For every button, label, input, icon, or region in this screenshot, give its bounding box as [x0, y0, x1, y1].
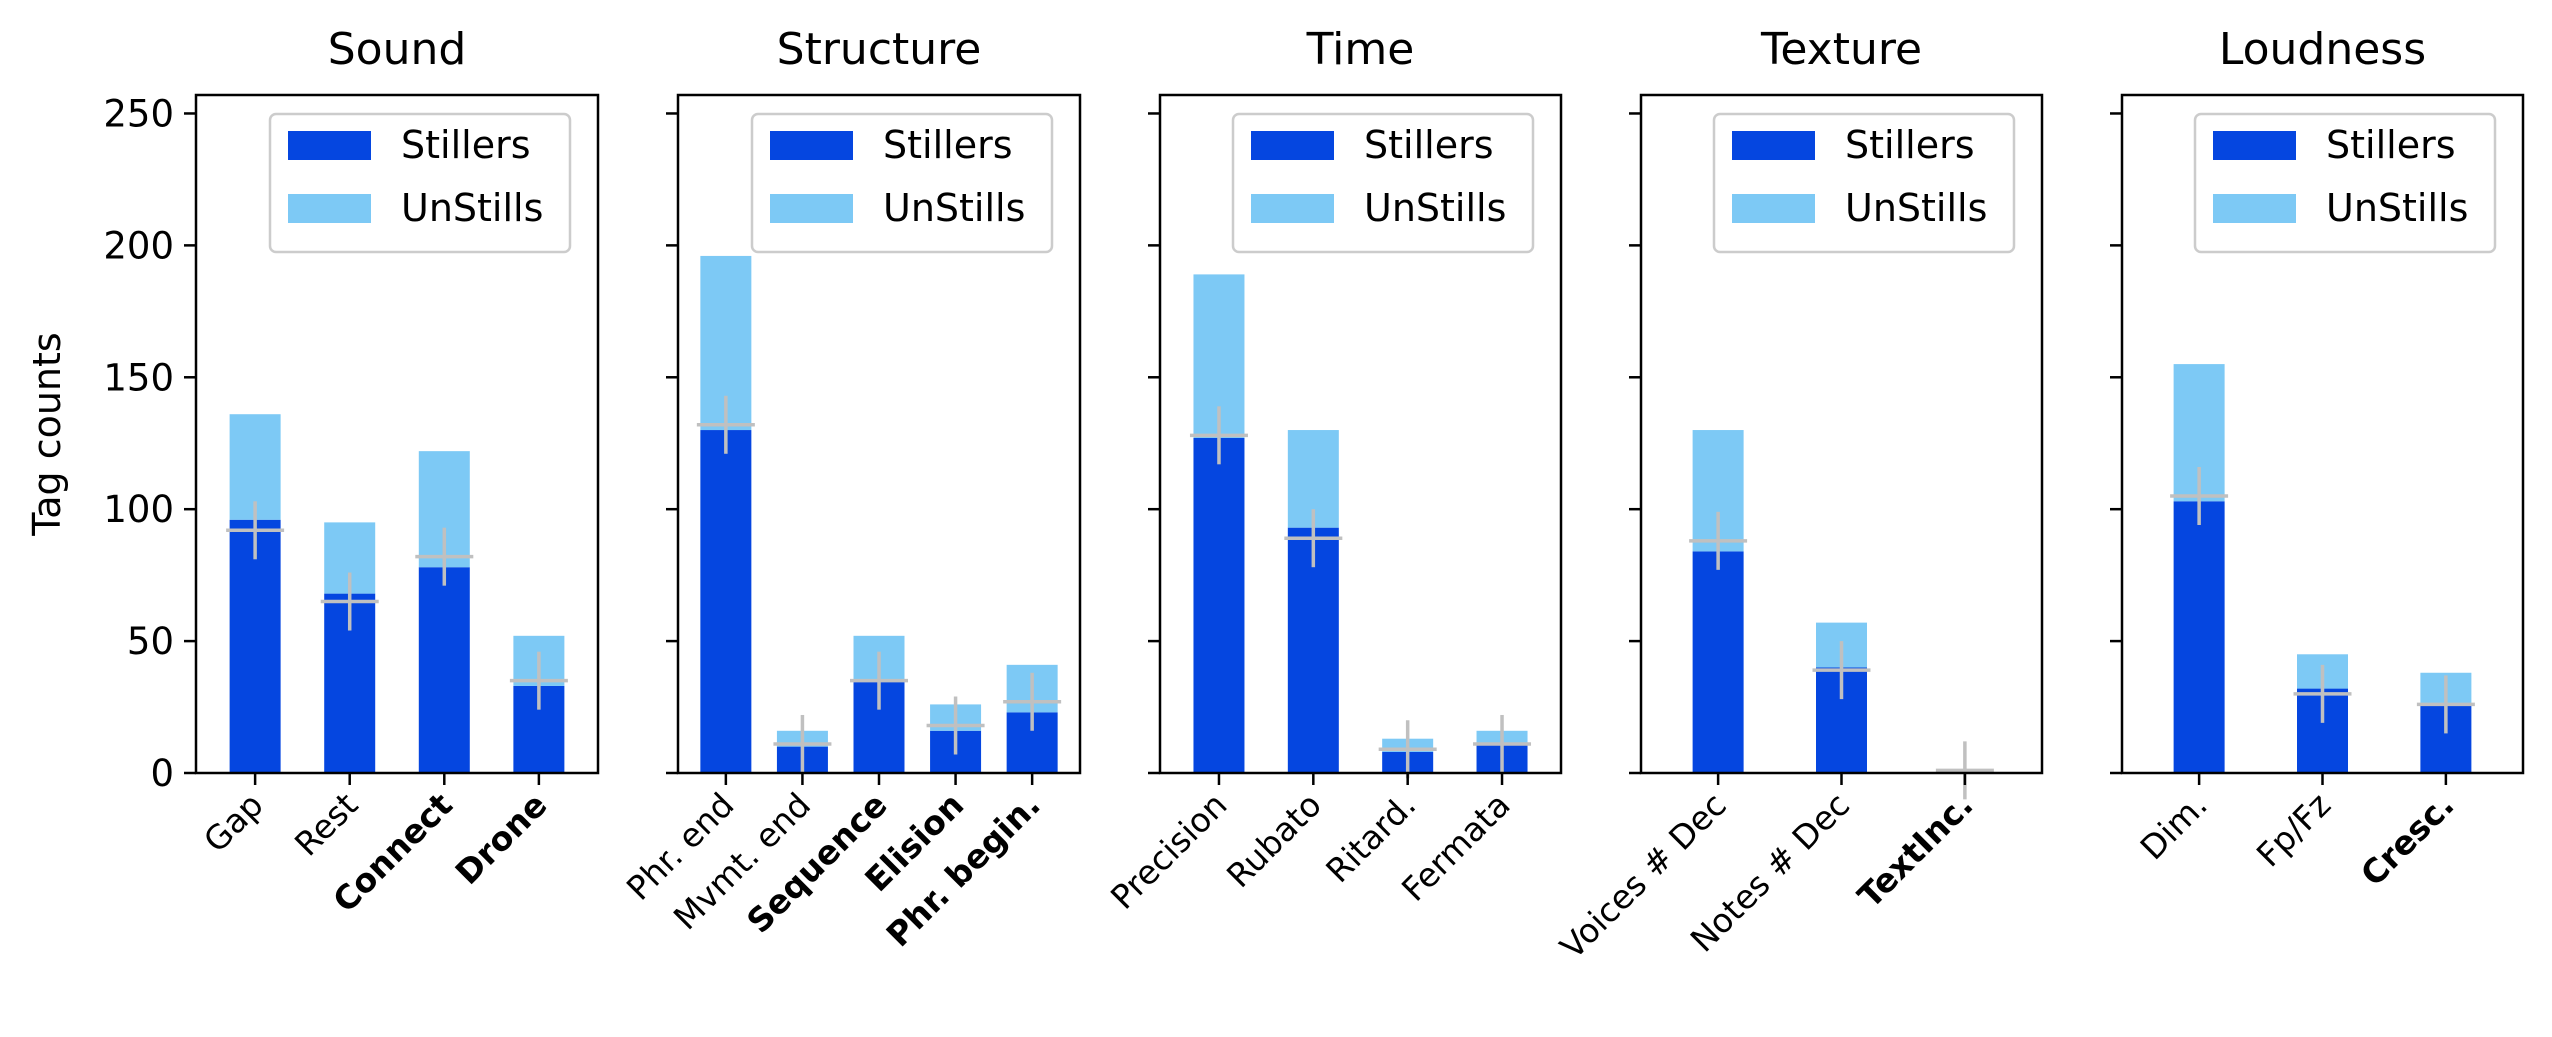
marker-cresc [2416, 675, 2475, 734]
x-tick-label-rest: Rest [287, 785, 365, 863]
marker-sequence [850, 651, 908, 710]
y-axis-label: Tag counts [25, 332, 69, 536]
x-tick-label-fp-fz: Fp/Fz [2249, 785, 2338, 874]
legend: Stillers UnStills [750, 112, 1054, 254]
bar-stillers-voices-dec [1692, 551, 1744, 773]
legend-label-unstills: UnStills [883, 186, 1025, 230]
legend-swatch-unstills [2213, 194, 2296, 223]
marker-precision [1189, 406, 1248, 465]
legend-label-stillers: Stillers [1364, 123, 1494, 167]
y-tick-label: 200 [103, 224, 174, 267]
legend-label-stillers: Stillers [401, 123, 531, 167]
y-tick-label: 150 [103, 356, 174, 399]
x-tick-label-gap: Gap [196, 785, 271, 860]
marker-phr-begin [1003, 672, 1062, 731]
legend-swatch-stillers [1732, 131, 1815, 160]
marker-voices-dec [1689, 511, 1748, 570]
marker-connect [415, 527, 474, 586]
x-tick-label-precision: Precision [1103, 785, 1235, 917]
bar-stillers-connect [418, 567, 470, 773]
y-tick-label: 250 [103, 92, 174, 135]
x-tick-label-drone: Drone [448, 785, 555, 892]
bar-stillers-gap [229, 519, 281, 773]
legend: Stillers UnStills [2193, 112, 2497, 254]
plot-frame [676, 93, 1082, 775]
legend-swatch-stillers [770, 131, 853, 160]
marker-textinc [1935, 741, 1994, 800]
bar-stillers-rubato [1287, 527, 1339, 773]
legend-swatch-stillers [288, 131, 371, 160]
marker-rest [320, 572, 379, 631]
marker-rubato [1284, 509, 1343, 568]
legend-label-unstills: UnStills [2326, 186, 2468, 230]
panel-title: Texture [1760, 24, 1922, 75]
legend-swatch-unstills [770, 194, 853, 223]
panel-title: Sound [328, 24, 467, 75]
legend-label-unstills: UnStills [1845, 186, 1987, 230]
panel-time: TimePrecisionRubatoRitard.FermataStiller… [1103, 24, 1563, 917]
panel-title: Loudness [2219, 24, 2426, 75]
legend-swatch-unstills [1732, 194, 1815, 223]
legend-swatch-unstills [1251, 194, 1334, 223]
bar-stillers-dim [2173, 501, 2225, 773]
plot-frame [1158, 93, 1563, 775]
legend: Stillers UnStills [1712, 112, 2016, 254]
marker-mvmt-end [773, 714, 832, 773]
marker-gap [226, 501, 285, 560]
y-tick-label: 50 [127, 620, 174, 663]
x-tick-label-rubato: Rubato [1219, 785, 1329, 895]
legend-swatch-unstills [288, 194, 371, 223]
marker-ritard [1378, 720, 1437, 779]
bar-stillers-phr-end [700, 430, 752, 773]
y-tick-label: 100 [103, 488, 174, 531]
marker-drone [509, 651, 568, 710]
marker-dim [2170, 466, 2229, 525]
marker-elision [926, 696, 985, 755]
marker-fp-fz [2293, 664, 2352, 723]
x-tick-label-textinc: TextInc. [1850, 785, 1980, 915]
y-tick-label: 0 [150, 752, 174, 795]
legend-swatch-stillers [1251, 131, 1334, 160]
panel-title: Structure [777, 24, 982, 75]
plot-frame [1639, 93, 2044, 775]
legend-label-unstills: UnStills [1364, 186, 1506, 230]
legend: Stillers UnStills [1231, 112, 1535, 254]
legend: Stillers UnStills [268, 112, 572, 254]
x-tick-label-cresc: Cresc. [2353, 785, 2462, 894]
plot-frame [194, 93, 600, 775]
panel-loudness: Loudness Dim. Fp/Fz Cresc. Stillers UnStills [2110, 24, 2525, 894]
legend-label-stillers: Stillers [1845, 123, 1975, 167]
plot-frame [2120, 93, 2525, 775]
legend-label-stillers: Stillers [883, 123, 1013, 167]
bar-stillers-precision [1193, 437, 1245, 773]
marker-phr-end [696, 395, 755, 454]
legend-label-unstills: UnStills [401, 186, 543, 230]
legend-label-stillers: Stillers [2326, 123, 2456, 167]
marker-notes-dec [1812, 641, 1871, 700]
legend-swatch-stillers [2213, 131, 2296, 160]
marker-fermata [1473, 714, 1532, 773]
panel-title: Time [1306, 24, 1415, 75]
x-tick-label-dim: Dim. [2133, 785, 2215, 867]
